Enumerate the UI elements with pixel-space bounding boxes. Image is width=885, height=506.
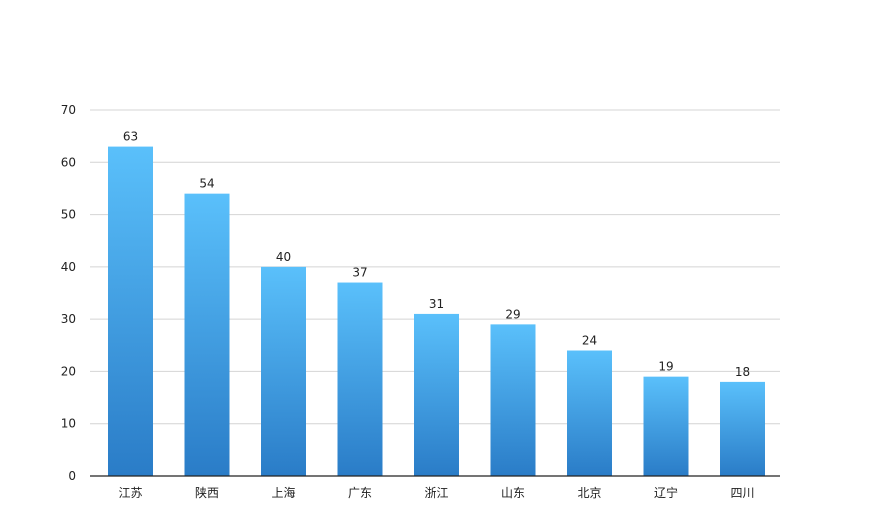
- x-axis-categories: 江苏 陕西 上海 广东 浙江 山东 北京 辽宁 四川: [118, 485, 754, 500]
- bar-6: [490, 324, 536, 476]
- data-label: 37: [352, 266, 367, 280]
- data-label: 29: [505, 307, 520, 321]
- y-tick-label: 70: [61, 103, 76, 117]
- bar-7: [567, 350, 612, 476]
- data-label: 18: [735, 365, 750, 379]
- data-labels: 63 54 40 37 31 29 24 19 18: [123, 130, 750, 379]
- bars: [108, 146, 765, 476]
- bar-9: [720, 381, 765, 476]
- x-category-label: 陕西: [195, 485, 219, 500]
- x-category-label: 浙江: [424, 486, 448, 500]
- bar-2: [184, 193, 230, 476]
- bar-5: [414, 313, 459, 476]
- bar-1: [108, 146, 153, 476]
- y-tick-label: 50: [61, 208, 76, 222]
- data-label: 40: [276, 250, 291, 264]
- x-category-label: 四川: [730, 486, 754, 500]
- data-label: 63: [123, 130, 138, 144]
- x-category-label: 广东: [348, 486, 372, 500]
- data-label: 24: [582, 334, 597, 348]
- y-tick-label: 10: [61, 417, 76, 431]
- x-category-label: 辽宁: [654, 485, 678, 500]
- y-tick-label: 0: [68, 469, 76, 483]
- y-tick-label: 30: [61, 312, 76, 326]
- bar-8: [643, 376, 689, 476]
- bar-4: [337, 282, 383, 476]
- y-tick-label: 20: [61, 364, 76, 378]
- y-tick-label: 40: [61, 260, 76, 274]
- x-category-label: 江苏: [118, 486, 142, 500]
- x-category-label: 上海: [271, 485, 295, 500]
- data-label: 54: [199, 177, 214, 191]
- y-axis-ticks: 0 10 20 30 40 50 60 70: [61, 103, 76, 483]
- x-category-label: 山东: [501, 486, 525, 500]
- bar-3: [261, 266, 306, 476]
- y-tick-label: 60: [61, 155, 76, 169]
- x-category-label: 北京: [577, 486, 601, 500]
- data-label: 19: [658, 360, 673, 374]
- data-label: 31: [429, 297, 444, 311]
